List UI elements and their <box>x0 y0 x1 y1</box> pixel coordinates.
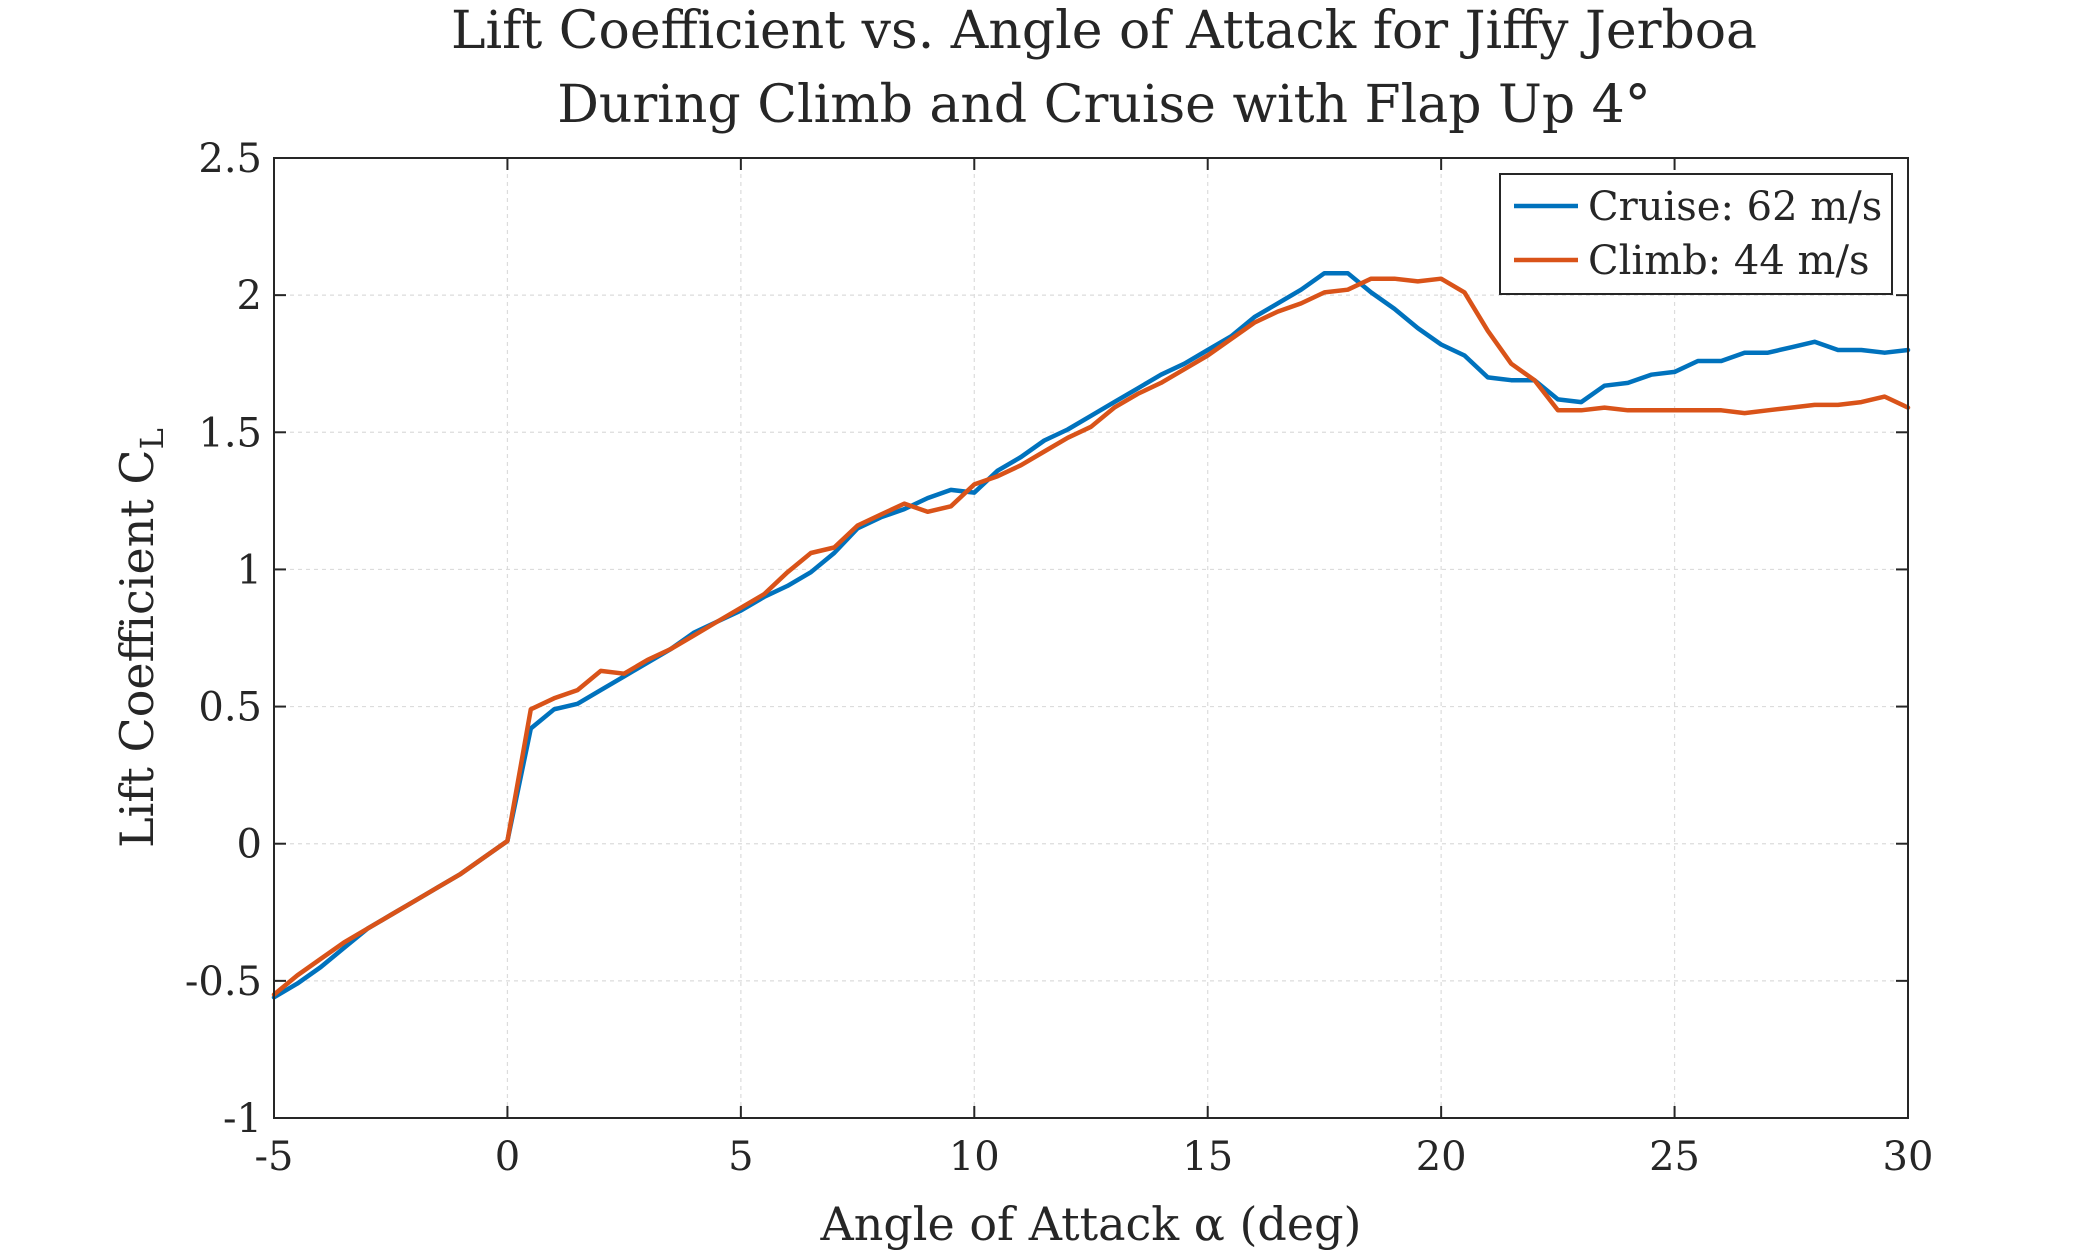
y-axis-label: Lift Coefficient CL <box>110 428 171 848</box>
x-tick-label: 30 <box>1883 1134 1934 1180</box>
y-axis-label-subscript: L <box>133 428 171 449</box>
legend-label-cruise: Cruise: 62 m/s <box>1588 184 1882 230</box>
chart-title-line-2: During Climb and Cruise with Flap Up 4° <box>557 75 1651 135</box>
legend-label-climb: Climb: 44 m/s <box>1588 238 1869 284</box>
axis-ticks: -5 0 5 10 15 20 25 30 -1 -0.5 0 0.5 1 1.5 2 2.5 <box>185 136 1934 1180</box>
x-tick-label: 20 <box>1416 1134 1467 1180</box>
x-tick-label: 5 <box>728 1134 753 1180</box>
chart-title: Lift Coefficient vs. Angle of Attack for… <box>451 1 1757 135</box>
x-tick-label: 10 <box>949 1134 1000 1180</box>
grid-lines <box>274 158 1908 1118</box>
series-line-climb <box>271 276 1911 997</box>
y-tick-label: -0.5 <box>185 959 262 1005</box>
y-tick-label: -1 <box>223 1096 262 1142</box>
y-tick-label: 0.5 <box>198 685 262 731</box>
y-tick-label: 1 <box>237 547 262 593</box>
x-tick-label: 15 <box>1182 1134 1233 1180</box>
x-tick-label: -5 <box>255 1134 294 1180</box>
legend: Cruise: 62 m/s Climb: 44 m/s <box>1499 173 1893 295</box>
chart-title-line-1: Lift Coefficient vs. Angle of Attack for… <box>451 1 1757 61</box>
x-tick-label: 25 <box>1649 1134 1700 1180</box>
y-tick-label: 2 <box>237 273 262 319</box>
x-axis-label: Angle of Attack α (deg) <box>820 1197 1362 1250</box>
y-axis-label-main: Lift Coefficient C <box>110 449 164 848</box>
y-tick-label: 2.5 <box>198 136 262 182</box>
x-tick-label: 0 <box>495 1134 520 1180</box>
series-line-cruise <box>271 270 1911 1000</box>
y-tick-label: 1.5 <box>198 410 262 456</box>
legend-box <box>1499 173 1893 295</box>
plot-area-frame <box>273 157 1909 1119</box>
series-lines <box>271 270 1911 1000</box>
y-tick-label: 0 <box>237 822 262 868</box>
